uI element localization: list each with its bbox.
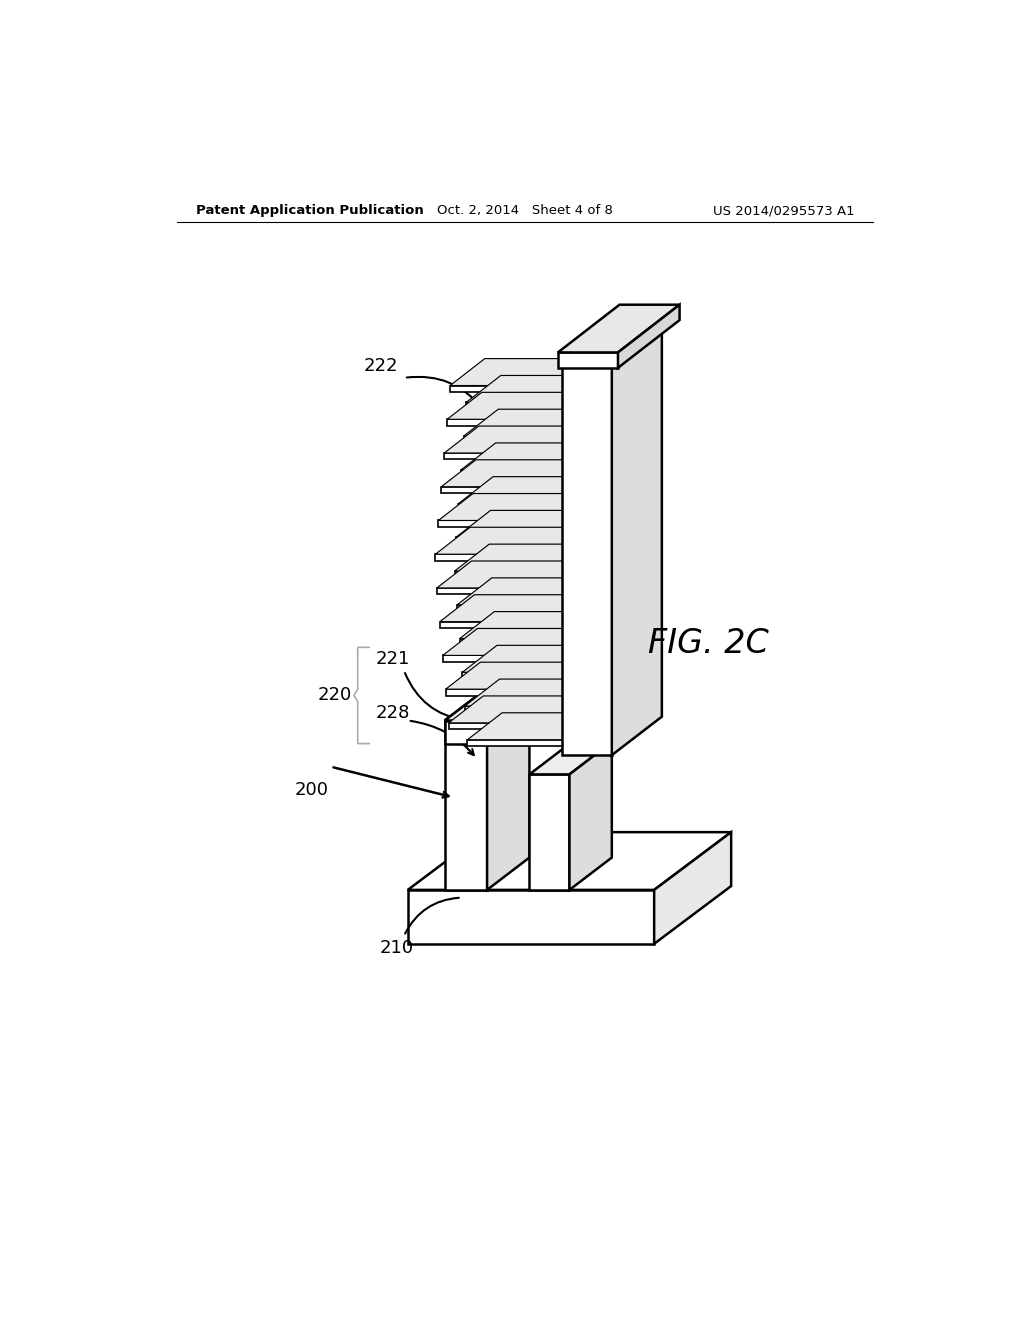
Text: 200: 200: [295, 781, 329, 799]
Polygon shape: [461, 470, 569, 477]
Polygon shape: [408, 832, 731, 890]
Polygon shape: [444, 721, 487, 890]
Polygon shape: [487, 688, 529, 890]
Polygon shape: [465, 706, 569, 713]
Polygon shape: [617, 305, 680, 368]
Text: Patent Application Publication: Patent Application Publication: [196, 205, 424, 218]
Polygon shape: [442, 656, 562, 661]
Polygon shape: [447, 392, 596, 420]
Polygon shape: [455, 544, 604, 572]
Polygon shape: [569, 742, 611, 890]
Polygon shape: [455, 572, 569, 577]
Polygon shape: [444, 426, 596, 453]
Polygon shape: [456, 537, 569, 544]
Polygon shape: [437, 561, 596, 587]
Text: 221: 221: [375, 649, 410, 668]
Polygon shape: [460, 611, 604, 639]
Text: US 2014/0295573 A1: US 2014/0295573 A1: [713, 205, 854, 218]
Polygon shape: [435, 554, 562, 561]
Polygon shape: [457, 578, 604, 605]
Polygon shape: [466, 375, 604, 403]
Polygon shape: [462, 672, 569, 678]
Polygon shape: [447, 420, 562, 425]
Text: 222: 222: [364, 358, 398, 375]
Polygon shape: [461, 444, 604, 470]
Text: 228: 228: [375, 704, 410, 722]
Polygon shape: [441, 459, 596, 487]
Polygon shape: [438, 494, 596, 520]
Polygon shape: [654, 832, 731, 944]
Polygon shape: [437, 587, 562, 594]
Polygon shape: [459, 477, 604, 504]
Polygon shape: [466, 403, 569, 409]
Polygon shape: [440, 622, 562, 628]
Polygon shape: [562, 323, 662, 363]
Polygon shape: [408, 890, 654, 944]
Polygon shape: [465, 678, 604, 706]
Polygon shape: [444, 453, 562, 459]
Polygon shape: [562, 363, 611, 755]
Polygon shape: [464, 436, 569, 442]
Polygon shape: [558, 305, 680, 352]
Polygon shape: [457, 605, 569, 611]
Polygon shape: [467, 739, 569, 746]
Polygon shape: [558, 352, 617, 368]
Polygon shape: [529, 742, 611, 775]
Polygon shape: [460, 639, 569, 645]
Polygon shape: [449, 723, 562, 729]
Polygon shape: [445, 689, 562, 696]
Polygon shape: [451, 385, 562, 392]
Polygon shape: [445, 663, 596, 689]
Polygon shape: [459, 504, 569, 510]
Polygon shape: [438, 520, 562, 527]
Polygon shape: [467, 713, 604, 739]
Text: 210: 210: [379, 939, 414, 957]
Polygon shape: [456, 511, 604, 537]
Polygon shape: [529, 775, 569, 890]
Polygon shape: [442, 628, 596, 656]
Polygon shape: [441, 487, 562, 494]
Polygon shape: [444, 688, 529, 721]
Polygon shape: [440, 595, 596, 622]
Text: 220: 220: [317, 686, 351, 705]
Text: FIG. 2C: FIG. 2C: [648, 627, 768, 660]
Polygon shape: [435, 527, 596, 554]
Polygon shape: [444, 688, 611, 721]
Polygon shape: [611, 323, 662, 755]
Text: Oct. 2, 2014   Sheet 4 of 8: Oct. 2, 2014 Sheet 4 of 8: [437, 205, 612, 218]
Polygon shape: [449, 696, 596, 723]
Polygon shape: [451, 359, 596, 385]
Polygon shape: [464, 409, 604, 436]
Polygon shape: [462, 645, 604, 672]
Polygon shape: [569, 688, 611, 743]
Polygon shape: [444, 721, 569, 743]
